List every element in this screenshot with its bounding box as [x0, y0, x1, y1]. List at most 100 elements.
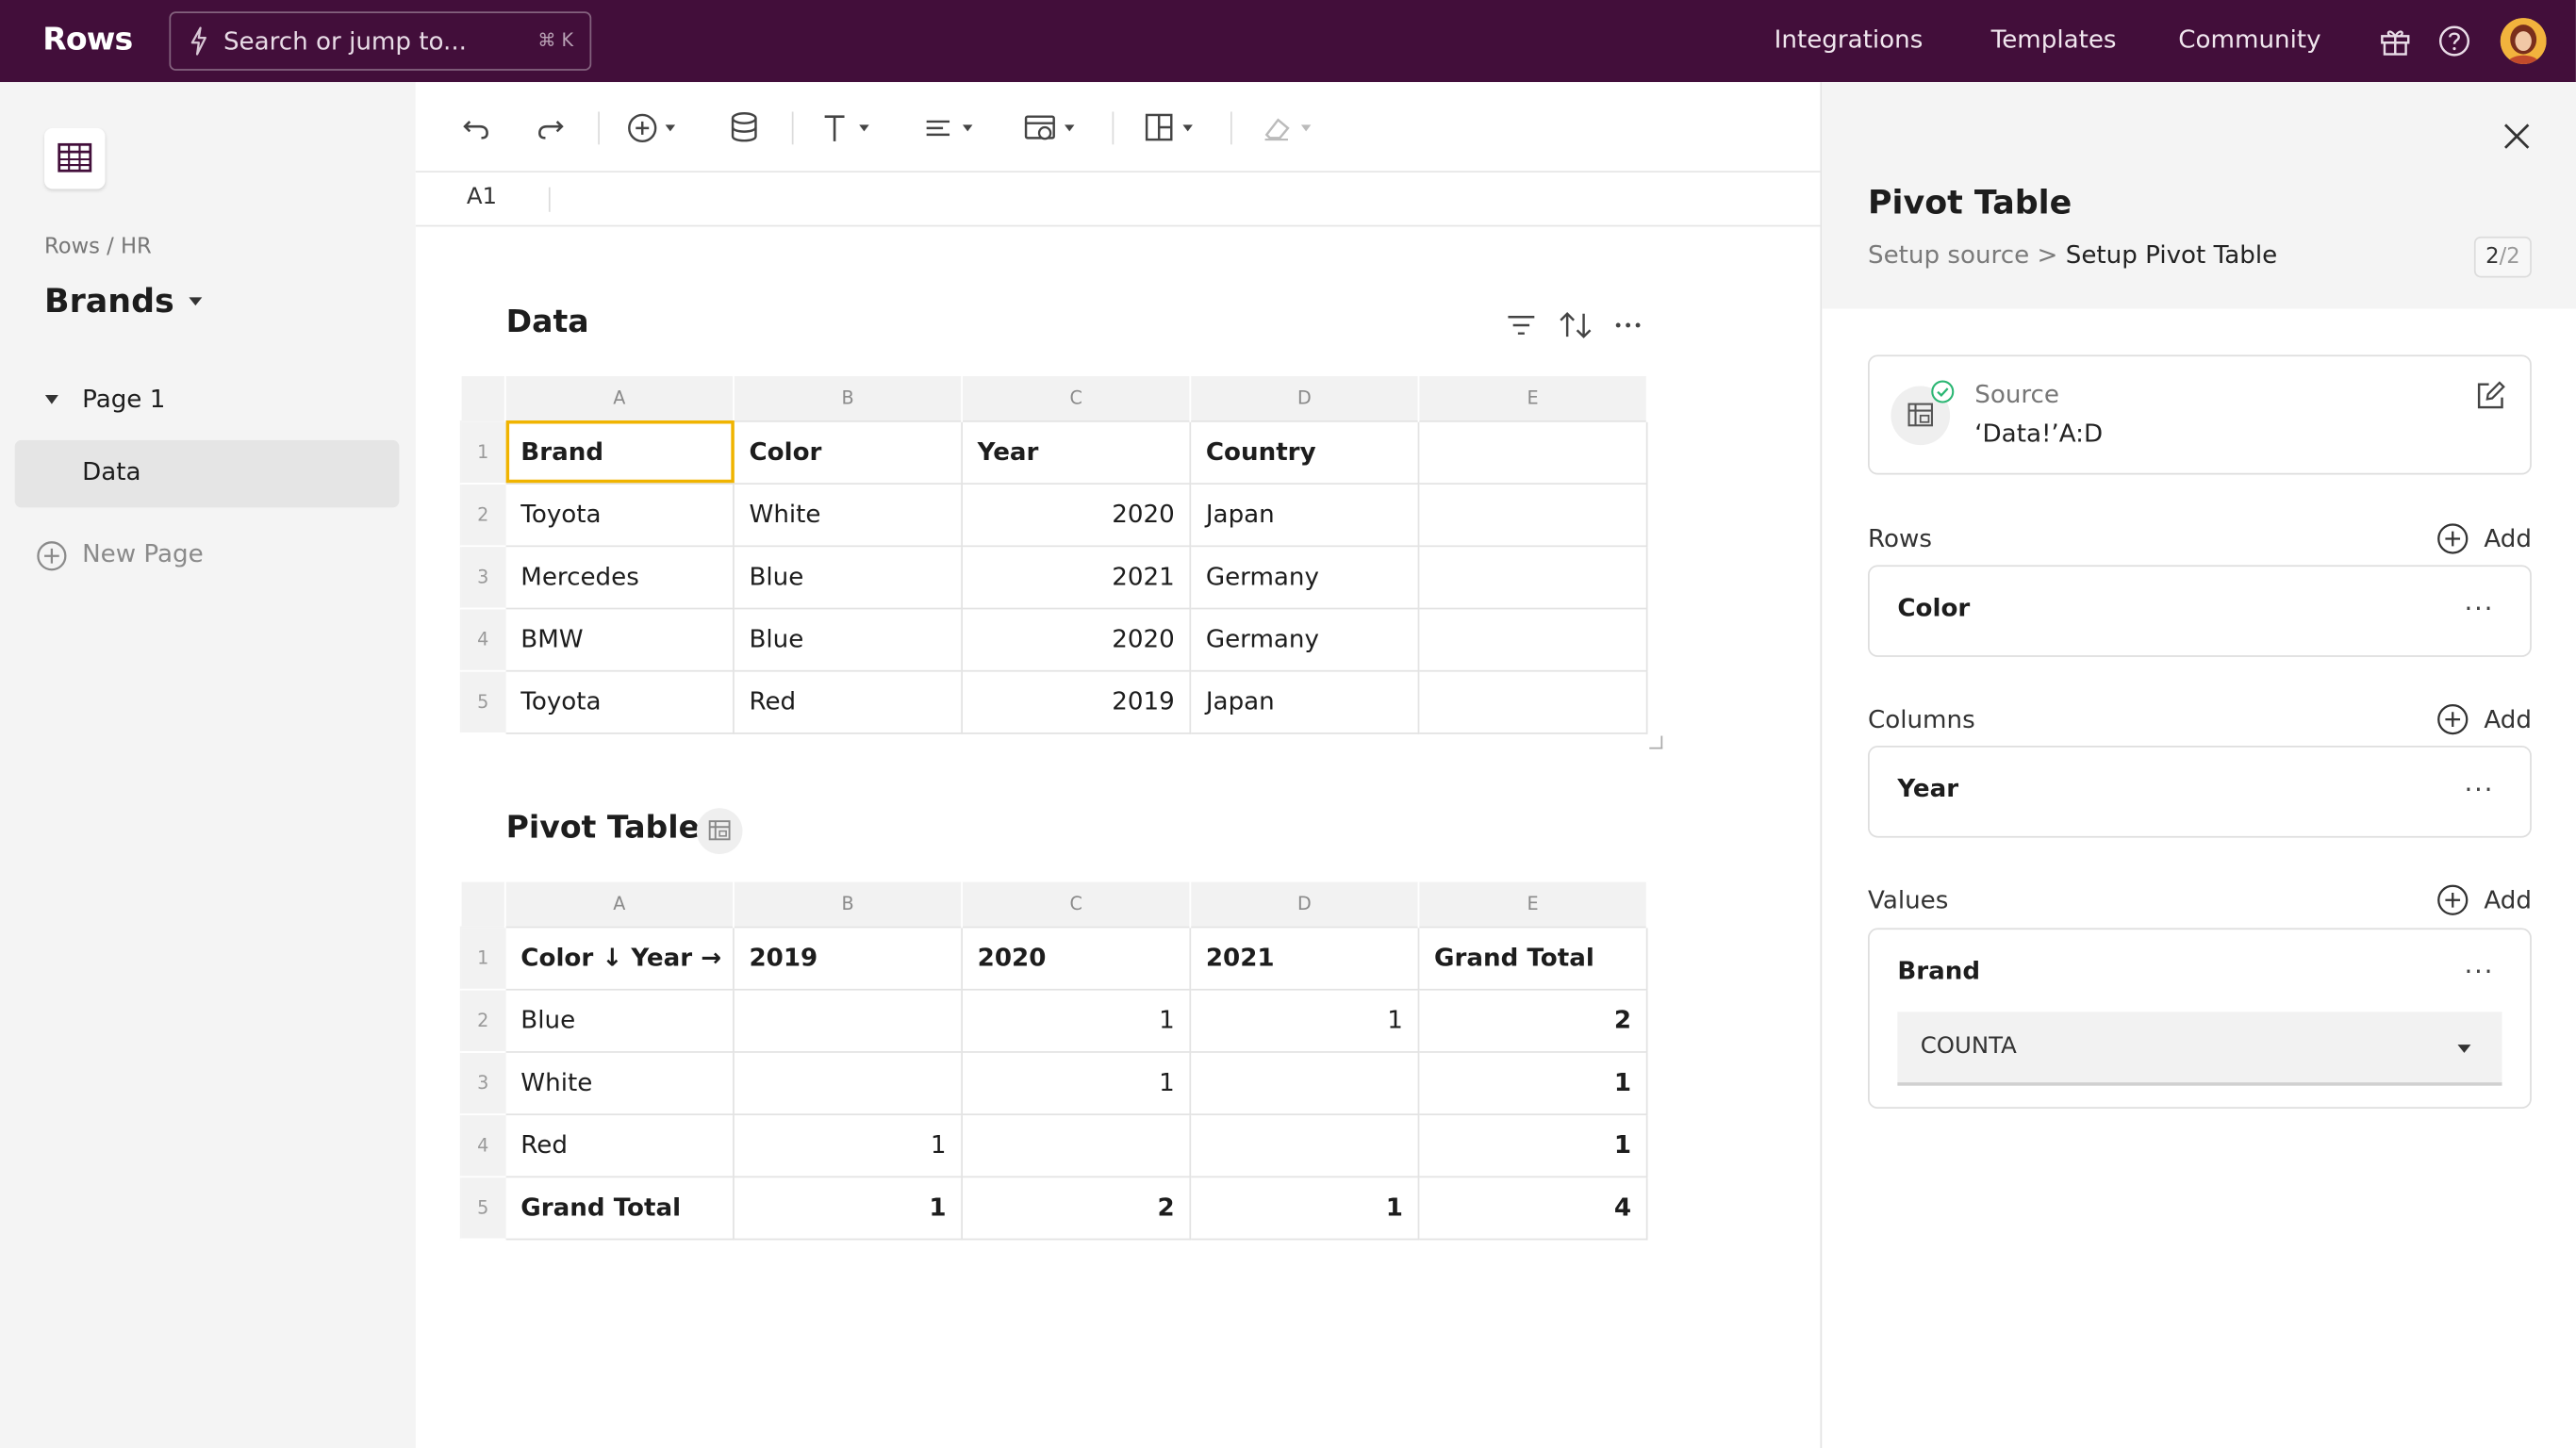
row-number[interactable]: 4: [459, 606, 506, 671]
cell[interactable]: [1417, 420, 1648, 485]
row-number[interactable]: 4: [459, 1112, 506, 1177]
cell[interactable]: Color ↓ Year →: [504, 925, 735, 990]
filter-icon[interactable]: [1505, 305, 1538, 345]
data-source-icon[interactable]: [730, 108, 759, 148]
cell[interactable]: [1417, 482, 1648, 547]
text-format-icon[interactable]: [819, 108, 875, 148]
cell[interactable]: Blue: [733, 606, 963, 671]
cell[interactable]: 1: [733, 1175, 963, 1240]
more-options-icon[interactable]: [1613, 305, 1643, 345]
cell[interactable]: 2: [961, 1175, 1192, 1240]
pivot-table-icon[interactable]: [696, 808, 743, 854]
cell[interactable]: 2019: [733, 925, 963, 990]
undo-icon[interactable]: [462, 108, 491, 148]
cell[interactable]: Color: [733, 420, 963, 485]
rows-logo[interactable]: Rows: [42, 21, 133, 58]
cell[interactable]: Germany: [1189, 606, 1420, 671]
cell[interactable]: 1: [961, 987, 1192, 1052]
step-setup-source[interactable]: Setup source: [1867, 239, 2030, 270]
caret-down-icon[interactable]: [44, 394, 59, 405]
cell[interactable]: [1417, 606, 1648, 671]
cell[interactable]: 1: [733, 1112, 963, 1177]
gift-icon[interactable]: [2377, 23, 2413, 58]
row-number[interactable]: 3: [459, 544, 506, 609]
row-number[interactable]: 2: [459, 482, 506, 547]
cell[interactable]: 1: [961, 1050, 1192, 1115]
column-header[interactable]: D: [1190, 375, 1420, 421]
cell[interactable]: 1: [1417, 1050, 1648, 1115]
row-number[interactable]: 5: [459, 668, 506, 733]
cell[interactable]: Germany: [1189, 544, 1420, 609]
cell[interactable]: Toyota: [504, 668, 735, 733]
row-number[interactable]: 1: [459, 925, 506, 990]
sort-icon[interactable]: [1558, 305, 1593, 345]
column-header[interactable]: C: [962, 881, 1192, 927]
search-input[interactable]: Search or jump to... ⌘ K: [169, 11, 592, 71]
insert-icon[interactable]: [626, 108, 682, 148]
cell-selected[interactable]: Brand: [504, 420, 735, 485]
cell[interactable]: [1189, 1050, 1420, 1115]
nav-community[interactable]: Community: [2178, 25, 2321, 55]
cell[interactable]: Blue: [733, 544, 963, 609]
formula-bar[interactable]: A1: [415, 172, 1821, 227]
cell[interactable]: 2: [1417, 987, 1648, 1052]
cell[interactable]: 2021: [961, 544, 1192, 609]
column-header[interactable]: B: [733, 881, 963, 927]
sidebar-item-data[interactable]: Data: [14, 439, 400, 508]
column-header[interactable]: B: [733, 375, 963, 421]
nav-templates[interactable]: Templates: [1990, 25, 2117, 55]
cell[interactable]: 2020: [961, 925, 1192, 990]
cell[interactable]: Grand Total: [1417, 925, 1648, 990]
breadcrumb[interactable]: Rows / HR: [44, 235, 152, 260]
cell[interactable]: 1: [1417, 1112, 1648, 1177]
row-number[interactable]: 5: [459, 1175, 506, 1240]
more-options-icon[interactable]: ···: [2464, 592, 2495, 625]
cell[interactable]: Year: [961, 420, 1192, 485]
column-header[interactable]: E: [1418, 375, 1648, 421]
aggregation-select[interactable]: COUNTA: [1897, 1012, 2502, 1086]
corner-cell[interactable]: [460, 375, 506, 421]
help-icon[interactable]: [2436, 23, 2472, 58]
spreadsheet-icon[interactable]: [44, 127, 106, 189]
cell[interactable]: [1417, 668, 1648, 733]
column-header[interactable]: C: [962, 375, 1192, 421]
cell[interactable]: [1189, 1112, 1420, 1177]
cell[interactable]: Grand Total: [504, 1175, 735, 1240]
row-number[interactable]: 2: [459, 987, 506, 1052]
cell[interactable]: White: [504, 1050, 735, 1115]
column-header[interactable]: E: [1418, 881, 1648, 927]
chevron-down-icon[interactable]: [188, 296, 204, 307]
document-title[interactable]: Brands: [44, 280, 174, 321]
cell[interactable]: 2020: [961, 606, 1192, 671]
cell[interactable]: 1: [1189, 1175, 1420, 1240]
cell[interactable]: 4: [1417, 1175, 1648, 1240]
nav-integrations[interactable]: Integrations: [1774, 25, 1924, 55]
rows-field-card[interactable]: Color ···: [1867, 565, 2532, 657]
column-header[interactable]: D: [1190, 881, 1420, 927]
columns-field-card[interactable]: Year ···: [1867, 746, 2532, 838]
corner-cell[interactable]: [460, 881, 506, 927]
close-icon[interactable]: [2501, 120, 2534, 153]
layout-icon[interactable]: [1144, 108, 1199, 148]
cell[interactable]: Japan: [1189, 482, 1420, 547]
cell[interactable]: [1417, 544, 1648, 609]
cell[interactable]: Country: [1189, 420, 1420, 485]
cell[interactable]: Mercedes: [504, 544, 735, 609]
cell[interactable]: BMW: [504, 606, 735, 671]
cell[interactable]: [733, 1050, 963, 1115]
data-table-title[interactable]: Data: [505, 304, 589, 340]
avatar[interactable]: [2500, 18, 2547, 64]
cell[interactable]: Red: [504, 1112, 735, 1177]
more-options-icon[interactable]: ···: [2464, 773, 2495, 805]
cell[interactable]: Toyota: [504, 482, 735, 547]
format-icon[interactable]: [1023, 108, 1079, 148]
cell[interactable]: 1: [1189, 987, 1420, 1052]
table-resize-handle[interactable]: [1649, 735, 1663, 749]
cell[interactable]: 2019: [961, 668, 1192, 733]
row-number[interactable]: 1: [459, 420, 506, 485]
redo-icon[interactable]: [536, 108, 565, 148]
cell[interactable]: White: [733, 482, 963, 547]
eraser-icon[interactable]: [1260, 108, 1315, 148]
column-header[interactable]: A: [504, 375, 735, 421]
cell-reference[interactable]: A1: [466, 184, 498, 211]
